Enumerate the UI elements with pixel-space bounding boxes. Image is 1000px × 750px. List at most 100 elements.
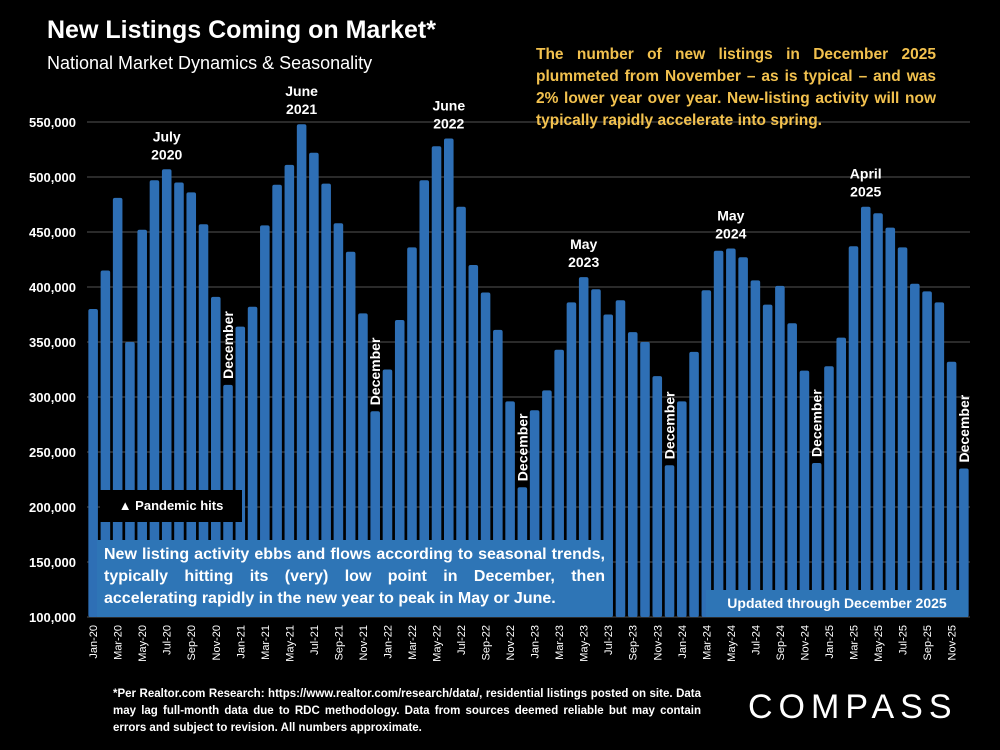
bar-May-25 [873, 213, 883, 618]
x-tick-label: Mar-20 [113, 625, 125, 660]
x-tick-label: Jan-20 [88, 625, 100, 659]
x-tick-label: Jan-25 [824, 625, 836, 659]
bar-Nov-23 [652, 376, 663, 617]
bar-Aug-22 [468, 265, 479, 617]
bar-Jan-24 [677, 401, 687, 617]
bar-Oct-24 [787, 323, 797, 617]
x-tick-label: Jul-25 [898, 625, 910, 655]
chart-subtitle: National Market Dynamics & Seasonality [47, 53, 373, 73]
x-tick-label: Jan-23 [530, 625, 542, 659]
bar-Dec-25 [959, 468, 969, 617]
x-tick-label: Mar-21 [260, 625, 272, 660]
bar-Jan-20 [88, 309, 98, 617]
bar-May-24 [726, 248, 736, 617]
x-tick-label: Sep-23 [628, 625, 640, 660]
bar-Aug-24 [762, 304, 773, 617]
peak-annotation: June [432, 98, 465, 114]
x-tick-label: May-21 [284, 625, 296, 662]
bar-Feb-25 [836, 337, 847, 617]
x-tick-label: Jul-22 [456, 625, 468, 655]
x-tick-label: Sep-22 [481, 625, 493, 660]
bar-Aug-25 [910, 283, 920, 617]
x-tick-label: Sep-21 [333, 625, 345, 660]
bar-Jul-25 [897, 247, 908, 617]
peak-annotation: 2023 [568, 254, 599, 270]
bar-Jul-21 [309, 152, 319, 618]
bar-Sep-25 [922, 291, 932, 617]
x-tick-label: May-20 [137, 625, 149, 662]
bar-Jul-24 [750, 280, 761, 617]
x-tick-label: Nov-25 [947, 625, 959, 660]
x-tick-label: Jan-22 [382, 625, 394, 659]
x-tick-label: Nov-23 [652, 625, 664, 660]
bar-Mar-24 [701, 290, 712, 617]
x-tick-label: Jan-21 [235, 625, 247, 659]
y-tick-label: 500,000 [29, 170, 76, 185]
bar-Mar-22 [407, 247, 417, 617]
peak-annotation: 2021 [286, 101, 317, 117]
y-tick-label: 100,000 [29, 610, 76, 625]
december-label: December [956, 394, 972, 462]
x-tick-label: May-23 [579, 625, 591, 662]
x-tick-label: Jul-21 [309, 625, 321, 655]
bar-Nov-20 [210, 296, 221, 617]
bar-Sep-23 [627, 332, 638, 617]
x-tick-label: Mar-23 [554, 625, 566, 660]
bar-Sep-24 [775, 285, 785, 617]
x-tick-label: Jan-24 [677, 625, 689, 659]
december-label: December [367, 337, 383, 405]
x-tick-label: Mar-24 [701, 625, 713, 660]
bar-Sep-22 [480, 292, 491, 617]
compass-logo: COMPASS [748, 688, 958, 726]
x-tick-label: May-25 [873, 625, 885, 662]
pandemic-label: ▲ Pandemic hits [100, 490, 242, 522]
y-tick-label: 150,000 [29, 555, 76, 570]
y-tick-label: 300,000 [29, 390, 76, 405]
x-tick-label: May-22 [432, 625, 444, 662]
peak-annotation: 2022 [433, 116, 464, 132]
y-tick-label: 250,000 [29, 445, 76, 460]
x-tick-label: Sep-24 [775, 625, 787, 660]
bar-Nov-24 [799, 370, 810, 617]
bar-May-21 [284, 164, 295, 617]
bar-Dec-24 [811, 463, 822, 617]
bar-Oct-25 [934, 302, 945, 617]
y-tick-label: 400,000 [29, 280, 76, 295]
bar-Jan-25 [824, 366, 834, 617]
peak-annotation: May [570, 236, 597, 252]
bar-Jul-22 [456, 206, 466, 617]
x-tick-label: Nov-22 [505, 625, 517, 660]
bar-Feb-21 [247, 306, 258, 617]
peak-annotation: July [153, 128, 181, 144]
december-label: December [809, 389, 825, 457]
y-tick-label: 550,000 [29, 115, 76, 130]
bar-Apr-25 [860, 206, 871, 617]
bar-Apr-22 [419, 180, 430, 618]
bar-Aug-23 [615, 300, 626, 617]
bar-Oct-23 [640, 342, 650, 617]
bar-Apr-24 [713, 250, 724, 617]
bar-Jun-21 [296, 124, 307, 617]
y-tick-label: 200,000 [29, 500, 76, 515]
y-tick-label: 450,000 [29, 225, 76, 240]
x-tick-label: Jul-23 [603, 625, 615, 655]
x-tick-label: Sep-20 [186, 625, 198, 660]
x-tick-label: Nov-21 [358, 625, 370, 660]
x-tick-label: Mar-25 [848, 625, 860, 660]
bar-Sep-21 [333, 223, 344, 617]
chart-title: New Listings Coming on Market* [47, 16, 436, 44]
y-tick-label: 350,000 [29, 335, 76, 350]
bar-May-23 [578, 277, 589, 617]
peak-annotation: 2025 [850, 184, 881, 200]
bar-Jun-23 [591, 289, 601, 617]
peak-annotation: April [850, 166, 882, 182]
bar-Nov-25 [946, 361, 957, 617]
bar-Apr-23 [566, 302, 577, 617]
bar-Jun-25 [885, 227, 896, 617]
x-tick-label: Nov-20 [211, 625, 223, 660]
x-tick-label: Jul-24 [750, 625, 762, 655]
bar-Dec-23 [664, 465, 675, 617]
peak-annotation: May [717, 208, 744, 224]
seasonal-note: New listing activity ebbs and flows acco… [97, 540, 612, 617]
